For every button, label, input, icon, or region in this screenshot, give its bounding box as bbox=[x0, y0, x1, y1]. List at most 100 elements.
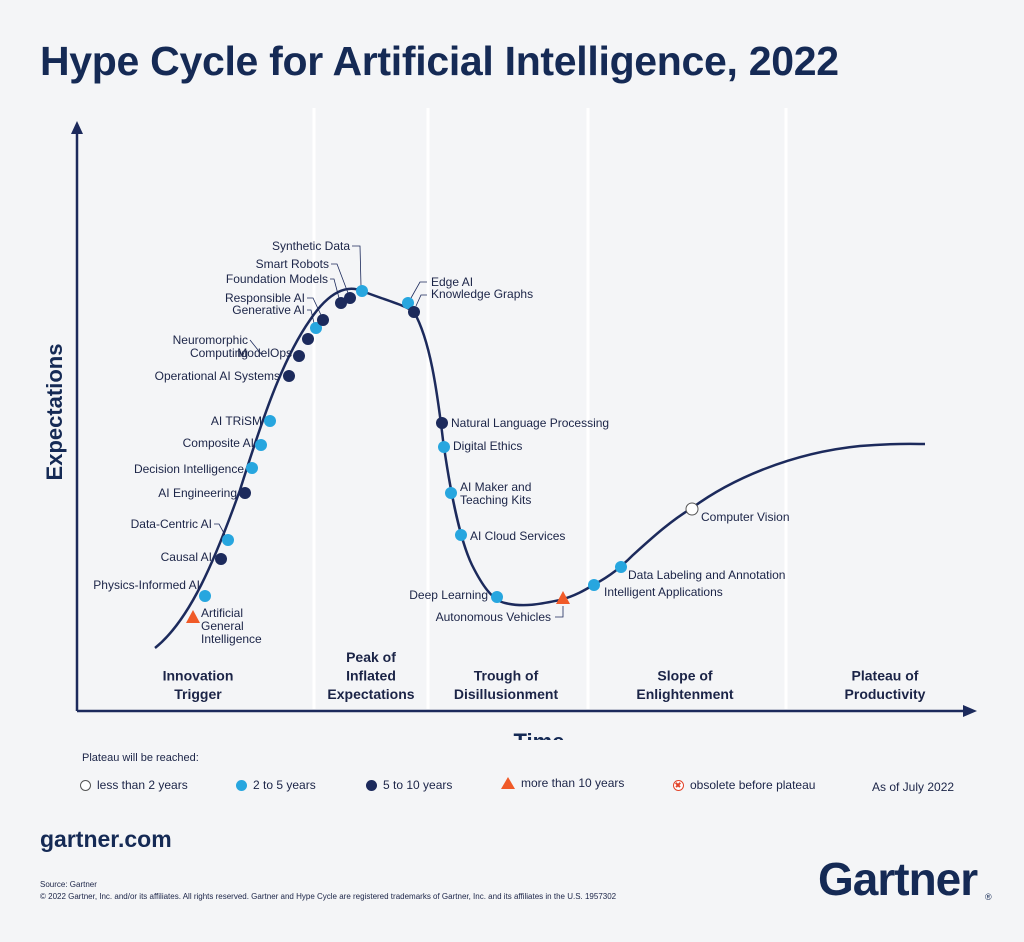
label-ai-engineering: AI Engineering bbox=[158, 486, 237, 500]
connector-edge-ai bbox=[410, 281, 427, 299]
legend-label: less than 2 years bbox=[97, 778, 188, 792]
label-data-labeling-and-annotation: Data Labeling and Annotation bbox=[628, 568, 785, 582]
label-deep-learning: Deep Learning bbox=[409, 588, 488, 602]
y-axis-arrow bbox=[71, 121, 83, 134]
hype-cycle-chart: Expectations Time ArtificialGeneralIntel… bbox=[42, 108, 977, 740]
connector-data-centric-ai bbox=[214, 523, 226, 536]
phase-labels: Innovation Trigger Peak of Inflated Expectat… bbox=[163, 649, 926, 702]
connector-synthetic-data bbox=[352, 245, 362, 287]
phase-label-trough-of-disillusionment: Disillusionment bbox=[454, 686, 559, 702]
label-generative-ai: Generative AI bbox=[232, 303, 305, 317]
hype-curve bbox=[154, 287, 926, 649]
legend-item-obsolete: obsolete before plateau bbox=[673, 778, 815, 792]
marker-ai-maker-and-teaching-kits bbox=[445, 487, 457, 499]
label-ai-cloud-services: AI Cloud Services bbox=[470, 529, 565, 543]
marker-computer-vision bbox=[685, 502, 699, 516]
label-neuromorphic-computing: Neuromorphic Computing bbox=[173, 333, 248, 360]
marker-foundation-models bbox=[335, 297, 347, 309]
legend-item-less-than-2-years: less than 2 years bbox=[80, 778, 188, 792]
legend-title: Plateau will be reached: bbox=[82, 752, 199, 764]
label-composite-ai: Composite AI bbox=[183, 436, 254, 450]
legend-label: obsolete before plateau bbox=[690, 778, 816, 792]
marker-edge-ai bbox=[402, 297, 414, 309]
page-title: Hype Cycle for Artificial Intelligence, … bbox=[40, 38, 839, 84]
label-natural-language-processing: Natural Language Processing bbox=[451, 416, 609, 430]
label-digital-ethics: Digital Ethics bbox=[453, 439, 522, 453]
label-computer-vision: Computer Vision bbox=[701, 510, 790, 524]
label-responsible-ai: Responsible AI bbox=[225, 291, 305, 305]
marker-ai-engineering bbox=[239, 487, 251, 499]
label-foundation-models: Foundation Models bbox=[226, 272, 328, 286]
crossed-circle-icon bbox=[673, 779, 684, 791]
label-data-centric-ai: Data-Centric AI bbox=[131, 517, 212, 531]
label-physics-informed-ai: Physics-Informed AI bbox=[93, 578, 200, 592]
connector-neuromorphic-computing bbox=[249, 339, 263, 356]
marker-natural-language-processing bbox=[436, 417, 448, 429]
label-operational-ai-systems: Operational AI Systems bbox=[155, 369, 280, 383]
gartner-logo: Gartner bbox=[818, 853, 978, 905]
label-decision-intelligence: Decision Intelligence bbox=[134, 462, 244, 476]
marker-deep-learning bbox=[491, 591, 503, 603]
white-circle-icon bbox=[80, 779, 91, 791]
marker-causal-ai bbox=[215, 553, 227, 565]
site-link[interactable]: gartner.com bbox=[40, 826, 172, 852]
marker-data-centric-ai bbox=[222, 534, 234, 546]
marker-data-labeling-and-annotation bbox=[615, 561, 627, 573]
marker-autonomous-vehicles bbox=[556, 591, 570, 604]
phase-label-peak-of-inflated-expectations: Expectations bbox=[327, 686, 414, 702]
phase-label-innovation-trigger: Trigger bbox=[174, 686, 222, 702]
legend-item-2-to-5-years: 2 to 5 years bbox=[236, 778, 316, 792]
phase-label-peak-of-inflated-expectations: Peak of bbox=[346, 649, 396, 665]
phase-label-plateau-of-productivity: Plateau of bbox=[852, 668, 919, 684]
label-modelops: ModelOps bbox=[237, 346, 292, 360]
connector-smart-robots bbox=[331, 263, 349, 294]
phase-label-trough-of-disillusionment: Trough of bbox=[474, 668, 539, 684]
phase-label-peak-of-inflated-expectations: Inflated bbox=[346, 668, 396, 684]
marker-synthetic-data bbox=[356, 285, 368, 297]
marker-smart-robots bbox=[344, 292, 356, 304]
x-axis-title: Time bbox=[514, 729, 565, 740]
marker-physics-informed-ai bbox=[199, 590, 211, 602]
legend-label: more than 10 years bbox=[521, 776, 625, 790]
label-intelligent-applications: Intelligent Applications bbox=[604, 585, 723, 599]
as-of-date: As of July 2022 bbox=[872, 780, 955, 794]
technology-labels: Artificial General IntelligencePhysics-Inf… bbox=[93, 239, 789, 646]
marker-ai-cloud-services bbox=[455, 529, 467, 541]
phase-label-slope-of-enlightenment: Enlightenment bbox=[636, 686, 734, 702]
connector-autonomous-vehicles bbox=[555, 606, 564, 618]
orange-triangle-icon bbox=[501, 777, 515, 789]
marker-decision-intelligence bbox=[246, 462, 258, 474]
source-note: Source: Gartner bbox=[40, 880, 97, 889]
x-axis-arrow bbox=[963, 705, 977, 717]
phase-label-slope-of-enlightenment: Slope of bbox=[657, 668, 713, 684]
chart-axes bbox=[71, 121, 977, 717]
marker-ai-trism bbox=[264, 415, 276, 427]
marker-knowledge-graphs bbox=[408, 306, 420, 318]
marker-responsible-ai bbox=[317, 314, 329, 326]
connector-generative-ai bbox=[307, 309, 315, 324]
marker-generative-ai bbox=[310, 322, 322, 334]
light-blue-circle-icon bbox=[236, 779, 247, 791]
connector-foundation-models bbox=[330, 278, 340, 299]
label-ai-trism: AI TRiSM bbox=[211, 414, 262, 428]
legend-item-5-to-10-years: 5 to 10 years bbox=[366, 778, 452, 792]
label-smart-robots: Smart Robots bbox=[256, 257, 329, 271]
legend-label: 5 to 10 years bbox=[383, 778, 453, 792]
marker-intelligent-applications bbox=[588, 579, 600, 591]
connector-knowledge-graphs bbox=[415, 294, 427, 307]
label-edge-ai: Edge AI bbox=[431, 275, 473, 289]
copyright-note: © 2022 Gartner, Inc. and/or its affiliat… bbox=[40, 892, 617, 901]
label-connectors bbox=[214, 245, 564, 618]
legend-label: 2 to 5 years bbox=[253, 778, 316, 792]
phase-dividers bbox=[312, 108, 788, 709]
technology-points bbox=[186, 285, 699, 623]
y-axis-title: Expectations bbox=[42, 344, 67, 481]
connector-responsible-ai bbox=[307, 297, 322, 316]
marker-modelops bbox=[293, 350, 305, 362]
label-knowledge-graphs: Knowledge Graphs bbox=[431, 287, 533, 301]
label-causal-ai: Causal AI bbox=[161, 550, 212, 564]
phase-label-plateau-of-productivity: Productivity bbox=[845, 686, 926, 702]
phase-label-innovation-trigger: Innovation bbox=[163, 668, 234, 684]
legend-item-more-than-10-years: more than 10 years bbox=[501, 776, 624, 790]
label-autonomous-vehicles: Autonomous Vehicles bbox=[436, 610, 551, 624]
